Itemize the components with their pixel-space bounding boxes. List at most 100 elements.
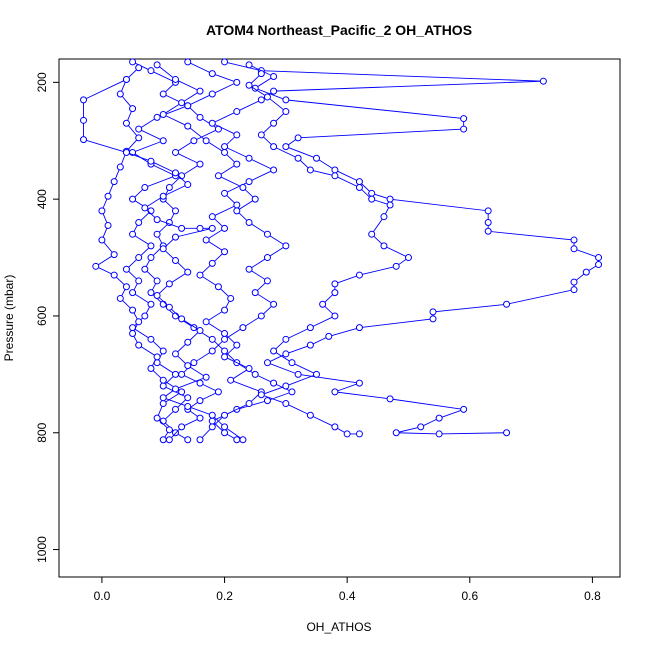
- y-axis: 200 400 600 800 1000: [35, 72, 60, 563]
- series-6: [92, 75, 186, 444]
- data-point: [147, 157, 155, 165]
- data-point: [227, 376, 235, 384]
- data-point: [135, 134, 143, 142]
- data-point: [208, 119, 216, 127]
- x-axis-label: OH_ATHOS: [306, 620, 371, 634]
- data-point: [196, 271, 204, 279]
- data-point: [116, 90, 124, 98]
- data-point: [159, 90, 167, 98]
- y-tick-label: 400: [35, 189, 49, 209]
- data-point: [190, 359, 198, 367]
- data-point: [202, 373, 210, 381]
- data-point: [178, 172, 186, 180]
- data-point: [227, 294, 235, 302]
- data-point: [233, 436, 241, 444]
- data-point: [171, 405, 179, 413]
- data-point: [171, 148, 179, 156]
- data-point: [270, 166, 278, 174]
- data-point: [233, 78, 241, 86]
- data-point: [147, 289, 155, 297]
- data-point: [245, 61, 253, 69]
- data-point: [331, 172, 339, 180]
- data-point: [208, 423, 216, 431]
- data-point: [159, 400, 167, 408]
- data-point: [178, 315, 186, 323]
- series-8: [80, 64, 247, 444]
- data-point: [270, 300, 278, 308]
- data-point: [171, 350, 179, 358]
- data-point: [570, 245, 578, 253]
- data-point: [429, 315, 437, 323]
- data-point: [282, 350, 290, 358]
- data-point: [129, 306, 137, 314]
- data-point: [270, 73, 278, 81]
- data-point: [233, 201, 241, 209]
- data-point: [98, 236, 106, 244]
- data-point: [171, 233, 179, 241]
- data-point: [570, 286, 578, 294]
- data-point: [355, 178, 363, 186]
- data-point: [171, 256, 179, 264]
- data-point: [122, 119, 130, 127]
- data-point: [147, 67, 155, 75]
- data-point: [165, 280, 173, 288]
- data-point: [116, 163, 124, 171]
- data-point: [80, 136, 88, 144]
- data-point: [245, 265, 253, 273]
- data-point: [331, 423, 339, 431]
- data-point: [221, 423, 229, 431]
- data-point: [208, 411, 216, 419]
- data-point: [202, 137, 210, 145]
- data-point: [159, 245, 167, 253]
- data-point: [221, 248, 229, 256]
- data-point: [221, 58, 229, 66]
- series-line: [83, 67, 244, 441]
- data-point: [122, 148, 130, 156]
- series-4: [245, 61, 603, 438]
- series-7: [153, 61, 290, 444]
- data-point: [233, 160, 241, 168]
- data-point: [214, 283, 222, 291]
- data-point: [245, 400, 253, 408]
- data-point: [313, 154, 321, 162]
- data-point: [386, 395, 394, 403]
- data-point: [190, 137, 198, 145]
- data-point: [282, 108, 290, 116]
- data-point: [306, 324, 314, 332]
- data-point: [282, 96, 290, 104]
- series-line: [125, 61, 189, 441]
- data-point: [221, 353, 229, 361]
- data-point: [208, 335, 216, 343]
- data-point: [245, 154, 253, 162]
- y-axis-label: Pressure (mbar): [2, 275, 16, 362]
- data-point: [80, 96, 88, 104]
- data-point: [331, 166, 339, 174]
- data-point: [270, 143, 278, 151]
- data-point: [171, 169, 179, 177]
- data-point: [435, 430, 443, 438]
- data-point: [196, 160, 204, 168]
- data-point: [159, 417, 167, 425]
- data-point: [221, 189, 229, 197]
- data-point: [221, 306, 229, 314]
- data-point: [153, 277, 161, 285]
- chart-title: ATOM4 Northeast_Pacific_2 OH_ATHOS: [206, 22, 472, 38]
- data-point: [570, 278, 578, 286]
- data-point: [129, 230, 137, 238]
- data-point: [221, 335, 229, 343]
- data-point: [178, 224, 186, 232]
- data-point: [306, 341, 314, 349]
- data-point: [196, 113, 204, 121]
- data-point: [386, 201, 394, 209]
- data-point: [196, 397, 204, 405]
- data-point: [159, 382, 167, 390]
- data-point: [196, 87, 204, 95]
- data-point: [159, 300, 167, 308]
- data-point: [282, 143, 290, 151]
- data-point: [319, 300, 327, 308]
- data-point: [263, 359, 271, 367]
- y-tick-label: 1000: [35, 536, 49, 563]
- data-point: [355, 324, 363, 332]
- data-point: [153, 61, 161, 69]
- data-point: [184, 362, 192, 370]
